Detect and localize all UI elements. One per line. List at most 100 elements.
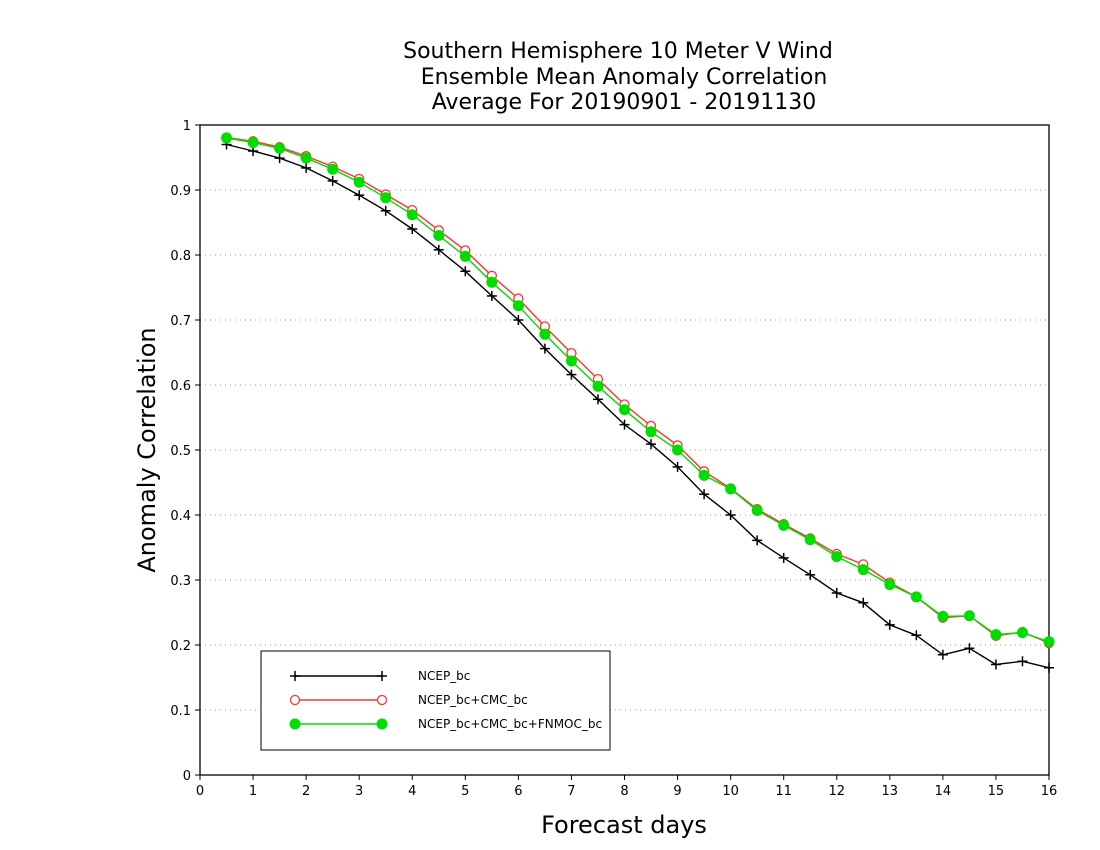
filled-circle-marker	[459, 250, 471, 262]
plus-marker	[672, 461, 683, 472]
filled-circle-marker	[725, 483, 737, 495]
title-line-1: Southern Hemisphere 10 Meter V Wind	[403, 39, 833, 64]
plus-marker	[327, 175, 338, 186]
x-tick-label: 10	[722, 784, 739, 799]
y-tick-label: 0.8	[170, 249, 191, 264]
plus-marker	[290, 671, 300, 681]
filled-circle-marker	[274, 142, 286, 154]
filled-circle-marker	[698, 469, 710, 481]
open-circle-marker	[376, 694, 388, 706]
filled-circle-marker	[831, 551, 843, 563]
legend-entries: NCEP_bc NCEP_bc+CMC_bc NCEP_bc+CMC_bc+FNMO…	[289, 669, 602, 731]
grid-lines	[200, 189, 1049, 711]
x-tick-label: 13	[882, 784, 899, 799]
filled-circle-marker	[221, 132, 233, 144]
y-tick-label: 0.3	[170, 574, 191, 589]
y-tick-label: 1	[183, 119, 191, 134]
series-3	[221, 132, 1055, 648]
chart-title: Southern Hemisphere 10 Meter V Wind Ense…	[403, 39, 833, 115]
legend-label: NCEP_bc+CMC_bc+FNMOC_bc	[418, 717, 602, 731]
filled-circle-marker	[778, 519, 790, 531]
filled-circle-marker	[289, 718, 301, 730]
legend-label: NCEP_bc	[418, 669, 470, 683]
plus-marker	[831, 588, 842, 598]
plus-marker	[407, 224, 418, 234]
x-tick-label: 6	[514, 784, 522, 799]
plus-marker	[460, 266, 471, 277]
filled-circle-marker	[672, 444, 684, 456]
x-tick-label: 2	[302, 784, 310, 799]
filled-circle-marker	[937, 610, 949, 622]
filled-circle-marker	[565, 355, 577, 367]
plus-marker	[1017, 656, 1028, 667]
legend-entry: NCEP_bc+CMC_bc	[289, 693, 528, 707]
x-tick-label: 0	[196, 784, 204, 799]
plus-marker	[937, 649, 948, 660]
x-tick-label: 15	[988, 784, 1005, 799]
plus-marker	[377, 671, 387, 681]
filled-circle-marker	[1016, 627, 1028, 639]
x-axis-label: Forecast days	[541, 811, 707, 839]
filled-circle-marker	[247, 137, 259, 149]
x-tick-label: 4	[408, 784, 416, 799]
x-tick-label: 8	[620, 784, 628, 799]
filled-circle-marker	[512, 300, 524, 312]
filled-circle-marker	[300, 152, 312, 164]
y-tick-label: 0.6	[170, 379, 191, 394]
y-tick-label: 0.5	[170, 444, 191, 459]
plus-marker	[513, 315, 524, 325]
filled-circle-marker	[376, 718, 388, 730]
x-tick-label: 9	[673, 784, 681, 799]
plus-marker	[884, 619, 895, 630]
x-tick-label: 1	[249, 784, 257, 799]
filled-circle-marker	[804, 534, 816, 546]
y-axis-label: Anomaly Correlation	[133, 327, 161, 572]
x-tick-label: 5	[461, 784, 469, 799]
plus-marker	[858, 597, 869, 608]
filled-circle-marker	[990, 629, 1002, 641]
open-circle-marker	[289, 694, 301, 706]
filled-circle-marker	[539, 328, 551, 340]
x-tick-label: 12	[828, 784, 845, 799]
x-tick-label: 14	[935, 784, 952, 799]
legend-entry: NCEP_bc	[290, 669, 470, 683]
y-tick-label: 0.1	[170, 704, 191, 719]
series-line	[226, 143, 1050, 669]
plus-marker	[592, 394, 603, 405]
y-axis-ticks: 0 0.1 0.2 0.3 0.4 0.5 0.6 0.7 0.8 0.9 1	[170, 119, 200, 784]
series-line	[226, 136, 1050, 644]
y-tick-label: 0.7	[170, 314, 191, 329]
filled-circle-marker	[963, 610, 975, 622]
filled-circle-marker	[380, 192, 392, 204]
plus-marker	[539, 343, 550, 354]
series-layer	[221, 132, 1055, 673]
filled-circle-marker	[592, 380, 604, 392]
title-line-3: Average For 20190901 - 20191130	[432, 90, 817, 115]
filled-circle-marker	[1043, 636, 1055, 648]
plus-marker	[725, 510, 736, 520]
y-tick-label: 0.9	[170, 184, 191, 199]
plus-marker	[805, 569, 816, 580]
plus-marker	[778, 552, 789, 563]
x-axis-ticks: 0 1 2 3 4 5 6 7 8 9 10 11 12 13 14 15 16	[196, 775, 1057, 799]
x-tick-label: 11	[775, 784, 792, 799]
legend: NCEP_bc NCEP_bc+CMC_bc NCEP_bc+CMC_bc+FNMO…	[260, 650, 611, 751]
filled-circle-marker	[486, 276, 498, 288]
filled-circle-marker	[857, 564, 869, 576]
plus-marker	[301, 162, 312, 173]
plus-marker	[380, 205, 391, 216]
plus-marker	[752, 535, 763, 546]
filled-circle-marker	[406, 209, 418, 221]
filled-circle-marker	[433, 230, 445, 241]
y-tick-label: 0.4	[170, 509, 191, 524]
series-2	[221, 132, 1055, 649]
plus-marker	[433, 244, 444, 255]
plus-marker	[486, 290, 497, 301]
plus-marker	[911, 630, 922, 641]
plus-marker	[699, 489, 710, 500]
filled-circle-marker	[645, 426, 657, 438]
legend-entry: NCEP_bc+CMC_bc+FNMOC_bc	[289, 717, 602, 731]
plus-marker	[274, 153, 285, 164]
filled-circle-marker	[751, 504, 763, 516]
